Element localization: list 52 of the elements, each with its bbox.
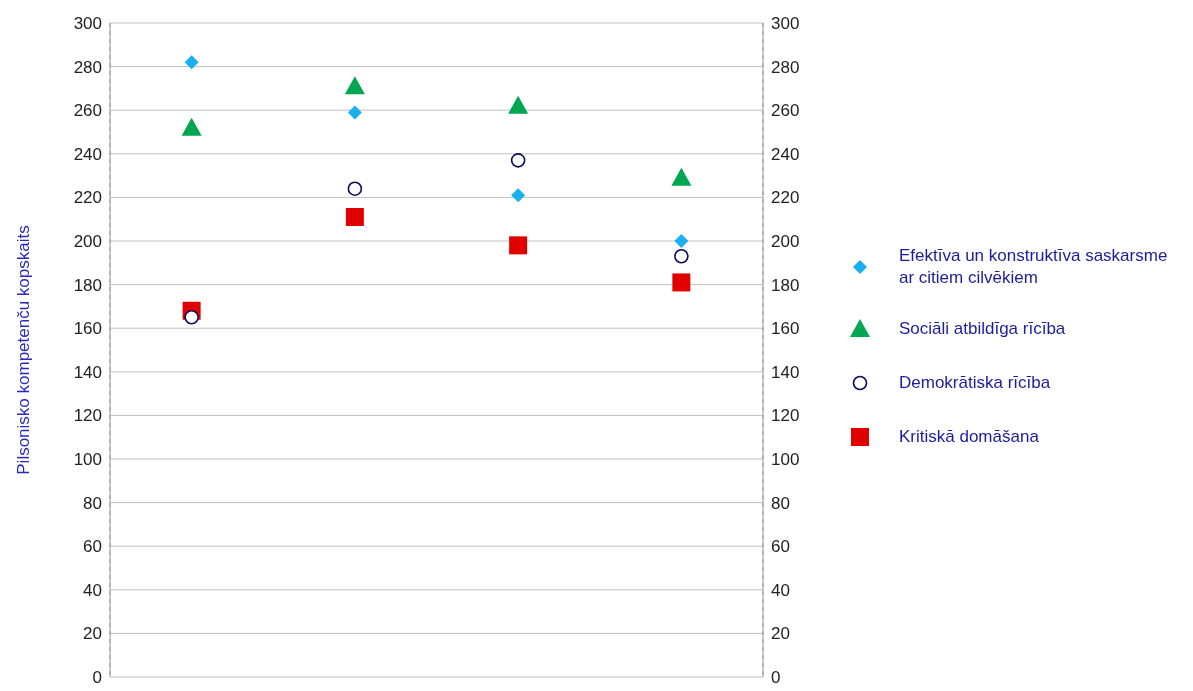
y-tick-label: 180 xyxy=(73,275,102,295)
y2-tick-label: 280 xyxy=(771,57,800,77)
y-tick-label: 260 xyxy=(73,101,102,121)
y-tick-label: 40 xyxy=(83,580,102,600)
y-tick-label: 160 xyxy=(73,319,102,339)
y2-tick-label: 0 xyxy=(771,668,781,688)
legend-label: Sociāli atbildīga rīcība xyxy=(899,318,1066,340)
point xyxy=(672,273,691,292)
y-tick-label: 280 xyxy=(73,57,102,77)
y2-tick-label: 100 xyxy=(771,450,800,470)
y2-tick-label: 240 xyxy=(771,144,800,164)
y-tick-label: 200 xyxy=(73,232,102,252)
point xyxy=(509,236,528,255)
y2-tick-label: 300 xyxy=(771,14,800,34)
y2-tick-label: 20 xyxy=(771,624,790,644)
y-axis-title: Pilsonisko kompetenču kopskaits xyxy=(14,225,34,475)
point xyxy=(510,153,526,168)
point xyxy=(184,310,199,325)
y2-tick-label: 40 xyxy=(771,580,790,600)
y2-tick-label: 160 xyxy=(771,319,800,339)
point xyxy=(181,117,202,136)
y2-tick-label: 220 xyxy=(771,188,800,208)
point xyxy=(671,167,692,186)
point xyxy=(674,248,689,264)
y2-tick-label: 140 xyxy=(771,362,800,382)
point xyxy=(508,95,529,114)
y-tick-label: 220 xyxy=(73,188,102,208)
y-tick-label: 300 xyxy=(73,14,102,34)
y-tick-label: 0 xyxy=(92,668,102,688)
y-tick-label: 120 xyxy=(73,406,102,426)
point xyxy=(345,208,364,227)
y2-tick-label: 80 xyxy=(771,493,790,513)
point xyxy=(674,234,689,248)
point xyxy=(184,55,199,70)
legend-label: Kritiskā domāšana xyxy=(899,426,1039,448)
y2-tick-label: 120 xyxy=(771,406,800,426)
y-tick-label: 240 xyxy=(73,144,102,164)
legend-label: Demokrātiska rīcība xyxy=(899,372,1051,394)
y2-tick-label: 60 xyxy=(771,537,790,557)
y-tick-label: 80 xyxy=(83,493,102,513)
y2-tick-label: 200 xyxy=(771,232,800,252)
y-tick-label: 140 xyxy=(73,362,102,382)
y2-tick-label: 260 xyxy=(771,101,800,121)
legend-label: Efektīva un konstruktīva saskarsme ar citiem cilvēkiem xyxy=(899,245,1169,289)
y-tick-label: 20 xyxy=(83,624,102,644)
point xyxy=(347,105,362,120)
point xyxy=(347,181,363,196)
y-tick-label: 60 xyxy=(83,537,102,557)
point xyxy=(511,188,526,203)
y2-tick-label: 180 xyxy=(771,275,800,295)
y-tick-label: 100 xyxy=(73,450,102,470)
point xyxy=(344,76,365,95)
